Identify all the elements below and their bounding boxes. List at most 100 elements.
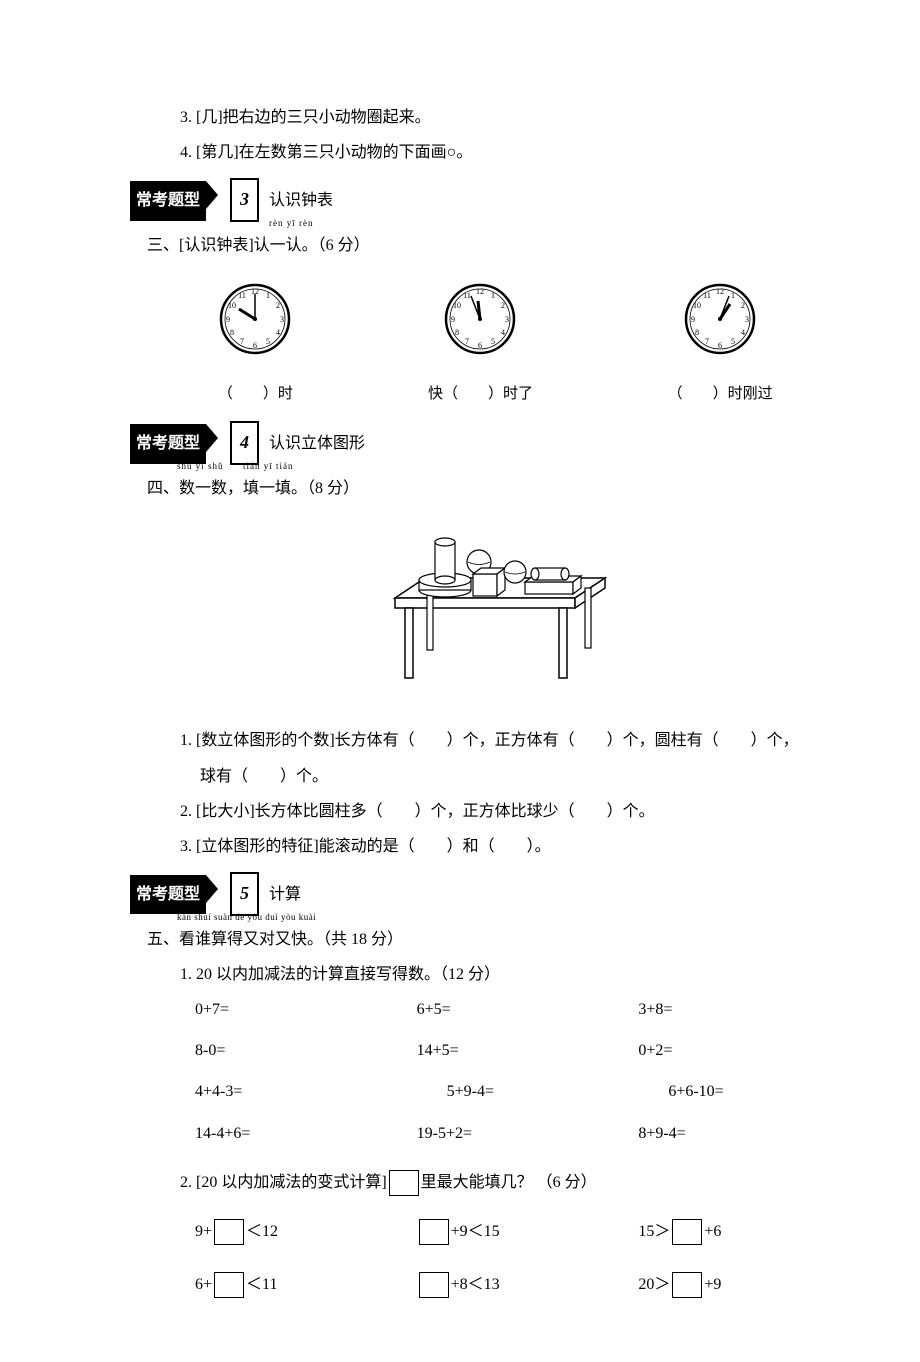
section-title: 认识钟表 <box>269 192 333 209</box>
calc-cell: 0+7= <box>195 992 417 1027</box>
calc-grid: 0+7= 6+5= 3+8= 8-0= 14+5= 0+2= 4+4-3= 5+… <box>195 992 860 1151</box>
pinyin: rèn yī rèn <box>269 214 313 234</box>
clock-3: 1212 345 678 91011 （ ）时刚过 <box>668 281 773 411</box>
svg-text:5: 5 <box>731 337 735 346</box>
svg-text:1: 1 <box>491 291 495 300</box>
svg-text:12: 12 <box>476 287 484 296</box>
svg-text:2: 2 <box>276 301 280 310</box>
calc-cell: 6+5= <box>417 992 639 1027</box>
clock-1: 1212 345 678 91011 （ ）时 <box>217 281 293 411</box>
svg-text:5: 5 <box>491 337 495 346</box>
svg-text:6: 6 <box>718 341 722 350</box>
ineq-post: ＜12 <box>246 1223 278 1240</box>
svg-text:2: 2 <box>501 301 505 310</box>
calc-cell: 3+8= <box>638 992 860 1027</box>
calc-cell: 8+9-4= <box>638 1116 860 1151</box>
svg-text:6: 6 <box>478 341 482 350</box>
answer-box[interactable] <box>214 1219 244 1245</box>
svg-text:4: 4 <box>741 328 745 337</box>
section-3-header: 常考题型 3 认识钟表 <box>130 178 860 222</box>
table-with-shapes-icon <box>365 518 625 698</box>
pinyin: tián yī tián <box>243 457 294 477</box>
q5-p2: 2. [20 以内加减法的变式计算] 里最大能填几？ （6 分） <box>180 1165 860 1200</box>
svg-text:4: 4 <box>276 328 280 337</box>
calc-cell: 6+6-10= <box>638 1074 860 1109</box>
ineq-pre: 6+ <box>195 1276 212 1293</box>
pinyin: shǔ yī shǔ <box>177 457 224 477</box>
q3-prefix: 三、[认识钟表] <box>147 237 254 254</box>
ineq-cell: 20＞ +9 <box>638 1267 860 1302</box>
clock-icon: 1212 345 678 91011 <box>217 281 293 357</box>
q5-p1: 1. 20 以内加减法的计算直接写得数。（12 分） <box>180 957 860 992</box>
ineq-post: +8＜13 <box>451 1276 500 1293</box>
answer-box[interactable] <box>672 1219 702 1245</box>
clocks-row: 1212 345 678 91011 （ ）时 1212 345 678 910… <box>150 281 860 411</box>
q5-prefix: 五、 <box>147 931 179 948</box>
ineq-cell: 9+ ＜12 <box>195 1214 417 1249</box>
svg-text:11: 11 <box>238 291 246 300</box>
svg-text:10: 10 <box>228 301 236 310</box>
svg-text:3: 3 <box>745 315 749 324</box>
ineq-cell: 6+ ＜11 <box>195 1267 417 1302</box>
svg-text:3: 3 <box>505 315 509 324</box>
svg-text:4: 4 <box>501 328 505 337</box>
svg-text:1: 1 <box>731 291 735 300</box>
pinyin: kàn shuí suàn de yòu duì yòu kuài <box>177 908 316 928</box>
q5-main: 看谁算得又对又快。（共 18 分） <box>179 931 403 948</box>
calc-cell: 19-5+2= <box>417 1116 639 1151</box>
calc-cell: 8-0= <box>195 1033 417 1068</box>
svg-text:5: 5 <box>266 337 270 346</box>
clock-icon: 1212 345 678 91011 <box>682 281 758 357</box>
q4-i3: 3. [立体图形的特征]能滚动的是（ ）和（ ）。 <box>180 829 860 864</box>
q4-main: 数一数，填一填。（8 分） <box>179 480 359 497</box>
calc-cell: 5+9-4= <box>417 1074 639 1109</box>
svg-text:11: 11 <box>464 291 472 300</box>
clock-icon: 12 12 345 678 9 1011 <box>442 281 518 357</box>
svg-text:10: 10 <box>693 301 701 310</box>
svg-text:8: 8 <box>455 328 459 337</box>
svg-text:11: 11 <box>703 291 711 300</box>
q4-prefix: 四、 <box>147 480 179 497</box>
answer-box[interactable] <box>419 1272 449 1298</box>
ineq-post: +6 <box>704 1223 721 1240</box>
item-4: 4. [第几]在左数第三只小动物的下面画○。 <box>180 135 860 170</box>
answer-box[interactable] <box>672 1272 702 1298</box>
clock-2-label: 快（ ）时了 <box>428 378 533 411</box>
svg-text:7: 7 <box>465 337 469 346</box>
ineq-pre: 20＞ <box>638 1276 670 1293</box>
section-title: 认识立体图形 <box>269 435 365 452</box>
q4-title: shǔ yī shǔ tián yī tián 四、数一数，填一填。（8 分） <box>147 471 860 506</box>
ineq-cell: +9＜15 <box>417 1214 639 1249</box>
section-number: 3 <box>230 178 259 222</box>
ineq-pre: 15＞ <box>638 1223 670 1240</box>
answer-box[interactable] <box>214 1272 244 1298</box>
clock-3-label: （ ）时刚过 <box>668 378 773 411</box>
svg-text:9: 9 <box>226 315 230 324</box>
svg-text:7: 7 <box>705 337 709 346</box>
section-title: 计算 <box>269 886 301 903</box>
svg-text:6: 6 <box>253 341 257 350</box>
q3-title: rèn yī rèn 三、[认识钟表]认一认。（6 分） <box>147 228 860 263</box>
ineq-post: +9 <box>704 1276 721 1293</box>
clock-2: 12 12 345 678 9 1011 快（ ）时了 <box>428 281 533 411</box>
section-tag: 常考题型 <box>130 181 206 220</box>
ineq-pre: 9+ <box>195 1223 212 1240</box>
answer-box[interactable] <box>419 1219 449 1245</box>
clock-1-label: （ ）时 <box>217 378 293 411</box>
svg-text:2: 2 <box>741 301 745 310</box>
svg-text:9: 9 <box>451 315 455 324</box>
svg-text:9: 9 <box>691 315 695 324</box>
q5-p2a: 2. [20 以内加减法的变式计算] <box>180 1174 387 1191</box>
ineq-post: +9＜15 <box>451 1223 500 1240</box>
svg-text:3: 3 <box>280 315 284 324</box>
svg-text:8: 8 <box>230 328 234 337</box>
calc-cell: 4+4-3= <box>195 1074 417 1109</box>
ineq-post: ＜11 <box>246 1276 277 1293</box>
answer-box[interactable] <box>389 1170 419 1196</box>
svg-text:10: 10 <box>453 301 461 310</box>
inequality-grid: 9+ ＜12 +9＜15 15＞ +6 6+ ＜11 +8＜13 20＞ +9 <box>195 1214 860 1302</box>
q4-i1b: 球有（ ）个。 <box>200 759 860 794</box>
q4-i1: 1. [数立体图形的个数]长方体有（ ）个，正方体有（ ）个，圆柱有（ ）个， <box>180 723 860 758</box>
q5-p2b: 里最大能填几？ （6 分） <box>421 1174 597 1191</box>
svg-text:7: 7 <box>240 337 244 346</box>
